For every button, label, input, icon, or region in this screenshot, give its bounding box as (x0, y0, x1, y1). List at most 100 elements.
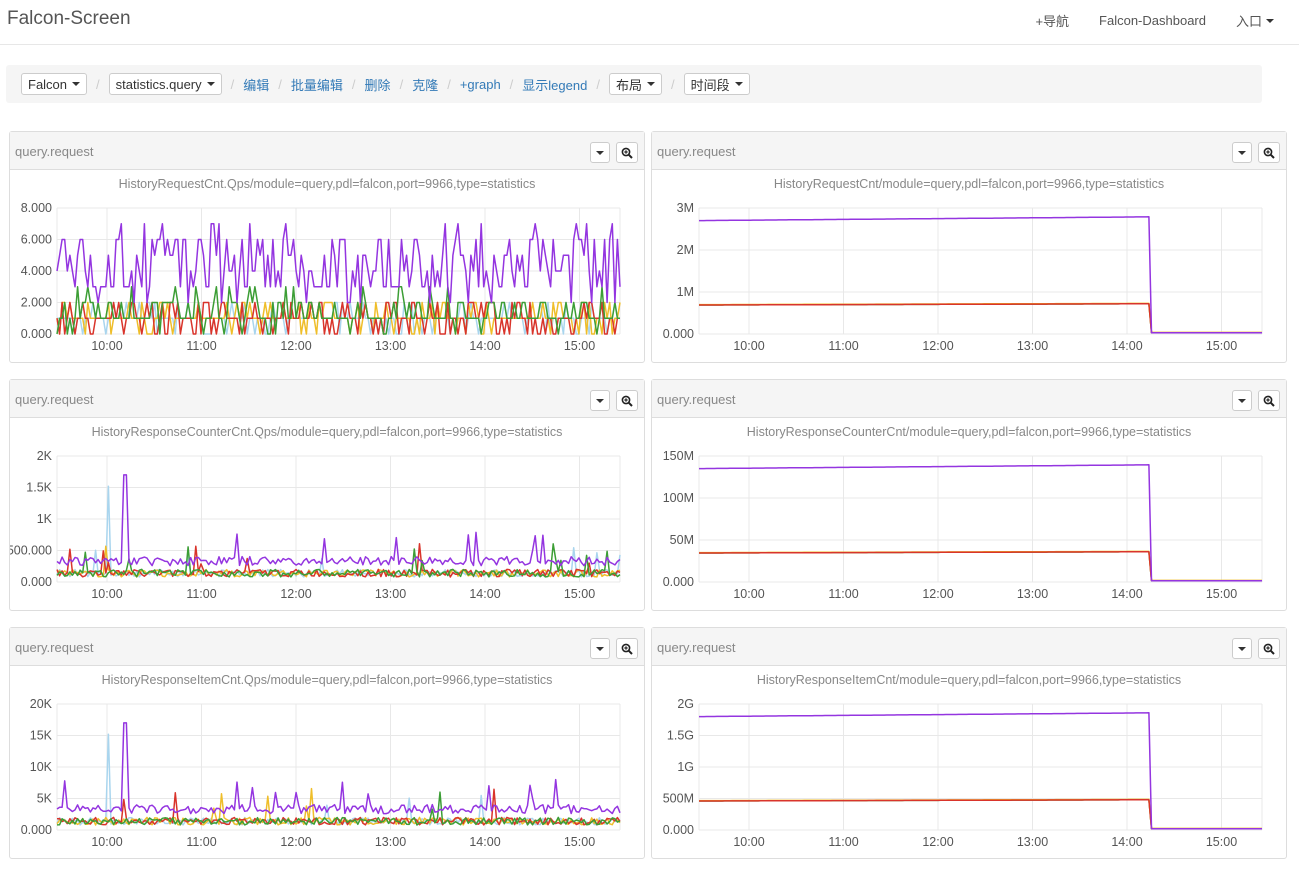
series-line (699, 798, 1262, 830)
show-legend-link[interactable]: 显示legend (522, 77, 588, 93)
y-tick-label: 2M (677, 243, 694, 257)
series-line (56, 733, 621, 826)
x-tick-label: 13:00 (375, 339, 406, 353)
y-tick-label: 8.000 (21, 201, 52, 215)
x-tick-label: 14:00 (1111, 835, 1142, 849)
panel-zoom-button[interactable] (1258, 142, 1280, 163)
y-tick-label: 1.5K (26, 481, 52, 495)
panel-zoom-button[interactable] (616, 638, 638, 659)
series-line (56, 543, 621, 578)
panel-zoom-button[interactable] (1258, 638, 1280, 659)
panel-header-title: query.request (15, 392, 94, 407)
clone-link[interactable]: 克隆 (412, 77, 439, 93)
panel-header-title: query.request (657, 392, 736, 407)
nav-link-dashboard[interactable]: Falcon-Dashboard (1099, 13, 1206, 28)
series-line (699, 464, 1262, 582)
series-line (699, 550, 1262, 582)
nav-links: +导航 Falcon-Dashboard 入口 (1005, 11, 1274, 30)
panel-zoom-button[interactable] (616, 142, 638, 163)
panel-zoom-button[interactable] (616, 390, 638, 411)
caret-down-icon (646, 82, 655, 86)
y-tick-label: 15K (30, 729, 53, 743)
panel-header-title: query.request (657, 640, 736, 655)
y-tick-label: 5K (37, 792, 53, 806)
panel-menu-button[interactable] (590, 638, 610, 659)
panel-menu-button[interactable] (1232, 142, 1252, 163)
y-tick-label: 50M (670, 533, 694, 547)
caret-down-icon (596, 398, 604, 403)
add-graph-link[interactable]: +graph (459, 76, 501, 92)
series-line (56, 474, 621, 567)
zoom-in-icon (621, 147, 633, 159)
x-tick-label: 13:00 (1017, 339, 1048, 353)
subscreen-dropdown[interactable]: statistics.query (108, 73, 222, 95)
caret-down-icon (596, 150, 604, 155)
panel-menu-button[interactable] (1232, 390, 1252, 411)
nav-entry-label: 入口 (1235, 14, 1262, 29)
panel-menu-button[interactable] (590, 390, 610, 411)
y-tick-label: 1M (677, 285, 694, 299)
zoom-in-icon (1263, 147, 1275, 159)
series-line (699, 551, 1262, 582)
brand-title[interactable]: Falcon-Screen (7, 8, 131, 29)
graph-panel: query.request HistoryResponseItemCnt.Qps/… (9, 627, 645, 859)
chart-svg: 8.000 6.000 4.000 2.000 0.000 10:00 11:00 12:00… (21, 201, 621, 353)
edit-link[interactable]: 编辑 (243, 77, 270, 93)
breadcrumb-separator: / (96, 76, 100, 92)
zoom-in-icon (1263, 643, 1275, 655)
time-range-dropdown-label: 时间段 (690, 77, 730, 93)
zoom-in-icon (1263, 395, 1275, 407)
time-range-dropdown[interactable]: 时间段 (683, 73, 750, 95)
batch-edit-link[interactable]: 批量编辑 (290, 77, 343, 93)
x-tick-label: 14:00 (1111, 339, 1142, 353)
panel-header: query.request (10, 380, 644, 418)
x-tick-label: 14:00 (469, 339, 500, 353)
delete-link[interactable]: 删除 (364, 77, 391, 93)
chart-title: HistoryResponseCounterCnt.Qps/module=que… (91, 425, 563, 439)
layout-dropdown[interactable]: 布局 (608, 73, 662, 95)
x-tick-label: 15:00 (1206, 587, 1237, 601)
series-line (699, 303, 1262, 334)
x-tick-label: 10:00 (91, 587, 122, 601)
caret-down-icon (1238, 646, 1246, 651)
panel-zoom-button[interactable] (1258, 390, 1280, 411)
nav-link-guide[interactable]: +导航 (1035, 14, 1070, 29)
chart-title: HistoryResponseItemCnt/module=query,pdl=… (756, 673, 1182, 687)
breadcrumb: Falcon / statistics.query / 编辑 / 批量编辑 / … (6, 65, 1262, 103)
graph-panel: query.request HistoryResponseCounterCnt.Q… (9, 379, 645, 611)
chart-title: HistoryRequestCnt.Qps/module=query,pdl=f… (118, 177, 536, 191)
x-tick-label: 11:00 (186, 339, 216, 353)
x-tick-label: 14:00 (1111, 587, 1142, 601)
chart-title: HistoryResponseItemCnt.Qps/module=query,… (101, 673, 553, 687)
x-tick-label: 12:00 (280, 835, 311, 849)
screen-dropdown[interactable]: Falcon (21, 73, 88, 95)
x-tick-label: 13:00 (375, 835, 406, 849)
series-line (699, 303, 1262, 334)
series-line (699, 551, 1262, 582)
x-tick-label: 10:00 (733, 587, 764, 601)
y-tick-label: 1G (677, 760, 694, 774)
x-tick-label: 11:00 (828, 339, 858, 353)
x-tick-label: 10:00 (733, 835, 764, 849)
x-tick-label: 13:00 (1017, 835, 1048, 849)
series-line (56, 223, 621, 304)
caret-down-icon (1238, 398, 1246, 403)
chart-svg: 2G 1.5G 1G 500M 0.000 10:00 11:00 12:00 13:00 14:… (663, 697, 1263, 849)
screen-dropdown-label: Falcon (28, 76, 68, 92)
x-tick-label: 11:00 (186, 835, 216, 849)
graph-panel: query.request HistoryRequestCnt.Qps/modul… (9, 131, 645, 363)
y-tick-label: 10K (30, 760, 53, 774)
breadcrumb-separator: / (351, 76, 356, 92)
x-tick-label: 10:00 (91, 835, 122, 849)
x-tick-label: 10:00 (91, 339, 122, 353)
panel-menu-button[interactable] (590, 142, 610, 163)
series-line (699, 302, 1262, 334)
panel-menu-button[interactable] (1232, 638, 1252, 659)
subscreen-dropdown-label: statistics.query (115, 76, 202, 92)
y-tick-label: 6.000 (21, 233, 52, 247)
nav-entry-dropdown[interactable]: 入口 (1236, 11, 1274, 30)
x-tick-label: 15:00 (564, 339, 595, 353)
y-tick-label: 4.000 (21, 264, 52, 278)
x-tick-label: 15:00 (564, 587, 595, 601)
y-tick-label: 500M (663, 792, 694, 806)
